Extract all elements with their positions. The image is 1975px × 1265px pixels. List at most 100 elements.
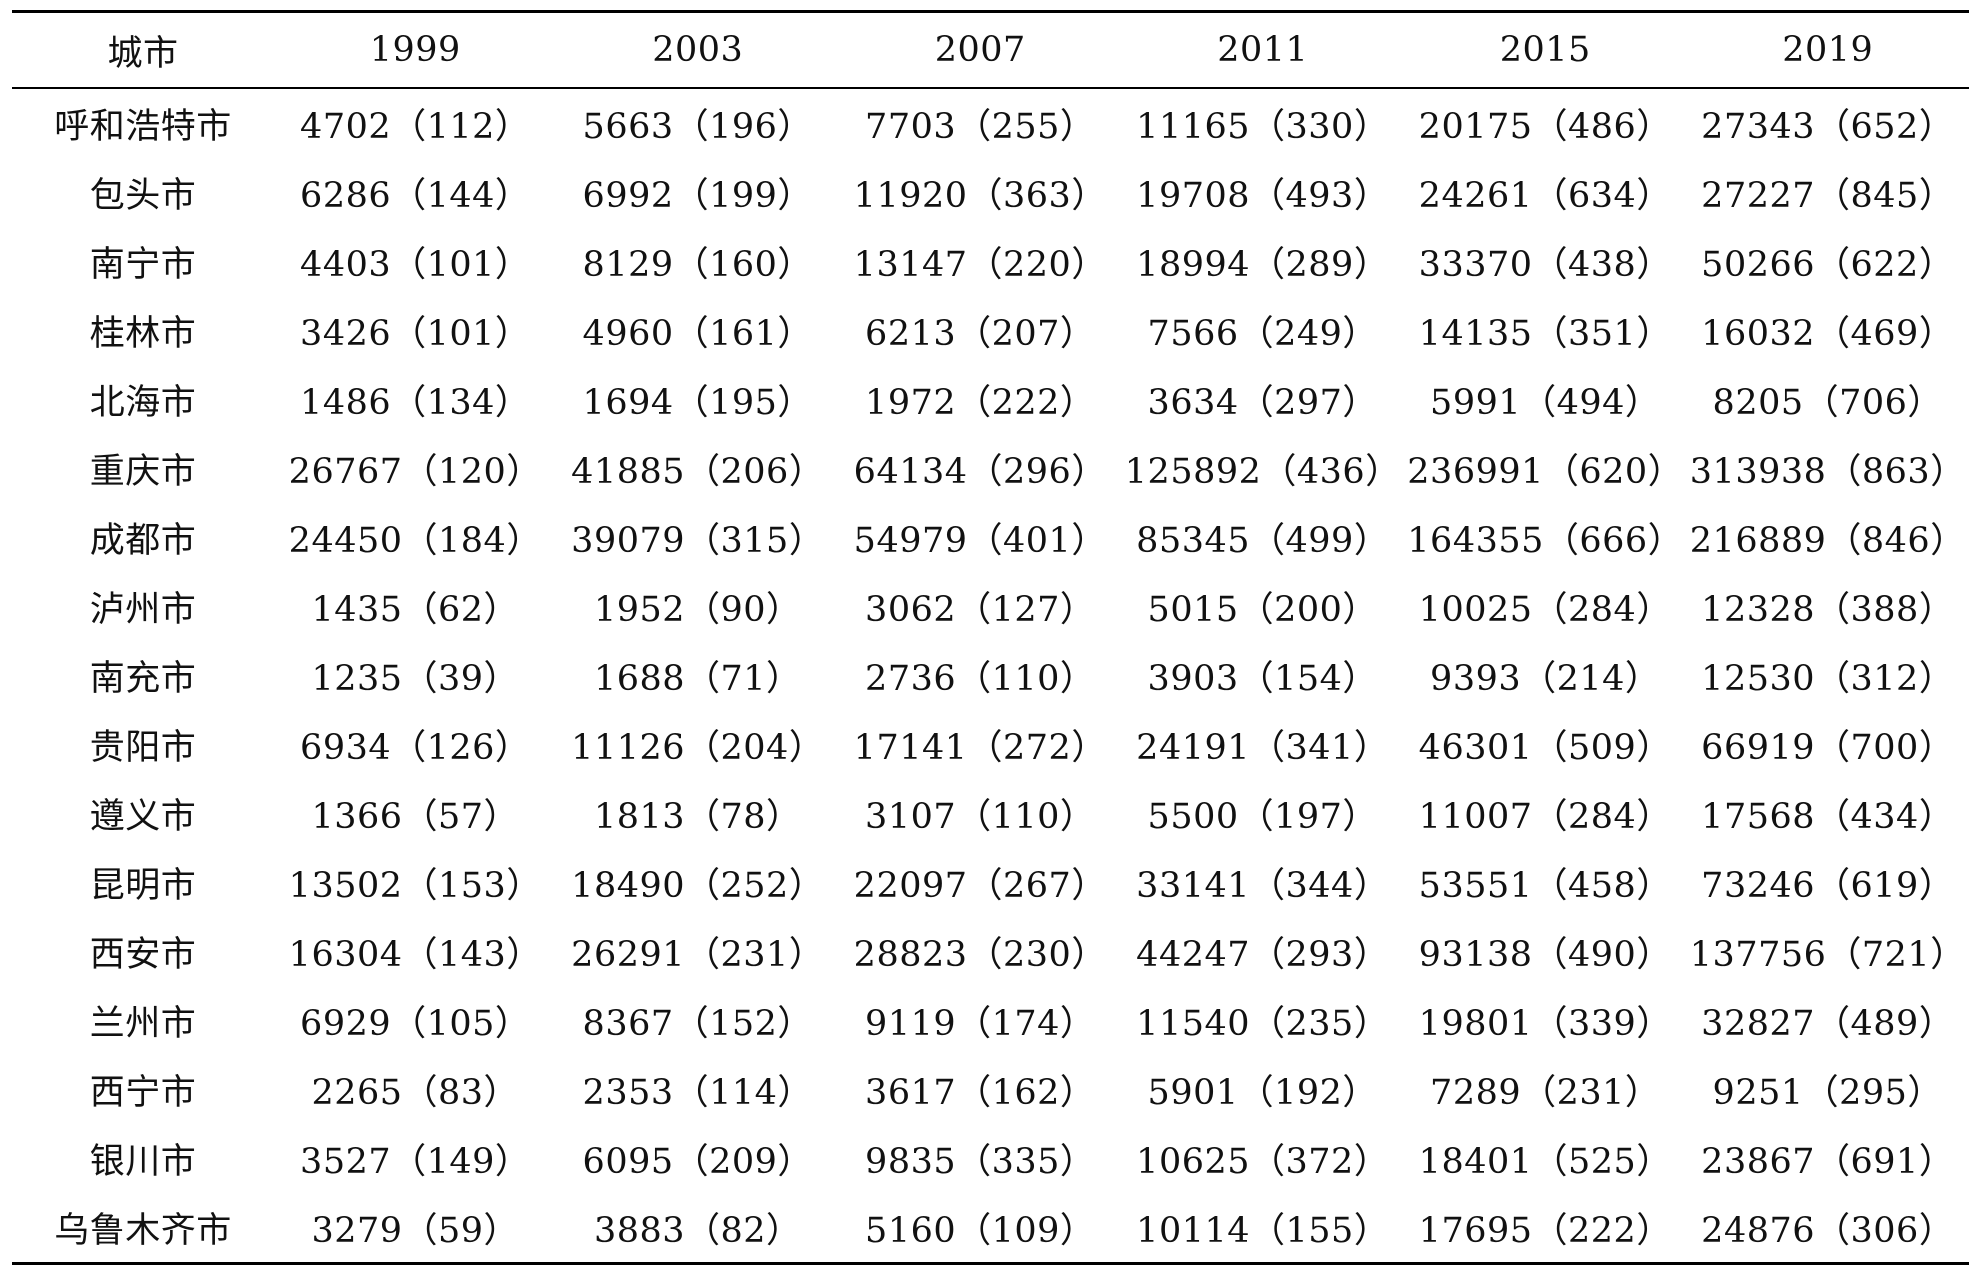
value-cell: 10025（284） [1418,590,1672,630]
header-cell-year: 1999 [369,30,461,70]
table-row: 银川市 3527（149） 6095（209） 9835（335） 10625（372）… [12,1124,1969,1193]
value-cell: 16304（143） [288,935,542,975]
value-cell: 3426（101） [300,314,531,354]
value-cell: 6286（144） [300,176,531,216]
value-cell: 24450（184） [288,521,542,561]
value-cell: 1435（62） [311,590,520,630]
value-cell: 12328（388） [1701,590,1955,630]
value-cell: 18490（252） [571,866,825,906]
value-cell: 9119（174） [865,1004,1096,1044]
value-cell: 41885（206） [571,452,825,492]
value-cell: 6929（105） [300,1004,531,1044]
header-cell-year: 2003 [652,30,744,70]
value-cell: 12530（312） [1701,659,1955,699]
value-cell: 11165（330） [1136,107,1390,147]
city-name-cell: 包头市 [89,176,197,216]
value-cell: 2265（83） [311,1073,520,1113]
value-cell: 24261（634） [1418,176,1672,216]
table-row: 西安市 16304（143） 26291（231） 28823（230） 44247（2… [12,917,1969,986]
value-cell: 18401（525） [1418,1142,1672,1182]
value-cell: 19801（339） [1418,1004,1672,1044]
value-cell: 1972（222） [865,383,1096,423]
value-cell: 17695（222） [1418,1211,1672,1251]
header-cell-year: 2019 [1782,30,1874,70]
value-cell: 10114（155） [1136,1211,1390,1251]
value-cell: 164355（666） [1407,521,1684,561]
value-cell: 19708（493） [1136,176,1390,216]
value-cell: 14135（351） [1418,314,1672,354]
value-cell: 7566（249） [1147,314,1378,354]
table-row: 贵阳市 6934（126） 11126（204） 17141（272） 24191（34… [12,710,1969,779]
value-cell: 7703（255） [865,107,1096,147]
value-cell: 3617（162） [865,1073,1096,1113]
value-cell: 125892（436） [1124,452,1401,492]
header-cell-year: 2007 [934,30,1026,70]
value-cell: 24876（306） [1701,1211,1955,1251]
city-name-cell: 重庆市 [89,452,197,492]
value-cell: 20175（486） [1418,107,1672,147]
value-cell: 5663（196） [582,107,813,147]
value-cell: 3634（297） [1147,383,1378,423]
value-cell: 33141（344） [1136,866,1390,906]
value-cell: 9835（335） [865,1142,1096,1182]
city-name-cell: 北海市 [89,383,197,423]
value-cell: 73246（619） [1701,866,1955,906]
value-cell: 32827（489） [1701,1004,1955,1044]
value-cell: 11920（363） [853,176,1107,216]
table-row: 乌鲁木齐市 3279（59） 3883（82） 5160（109） 10114（155）… [12,1193,1969,1264]
value-cell: 26767（120） [288,452,542,492]
value-cell: 1813（78） [593,797,802,837]
value-cell: 54979（401） [853,521,1107,561]
value-cell: 3903（154） [1147,659,1378,699]
value-cell: 3883（82） [593,1211,802,1251]
value-cell: 46301（509） [1418,728,1672,768]
table-row: 北海市 1486（134） 1694（195） 1972（222） 3634（297） 5… [12,365,1969,434]
city-name-cell: 银川市 [89,1142,197,1182]
value-cell: 23867（691） [1701,1142,1955,1182]
value-cell: 4403（101） [300,245,531,285]
header-cell-year: 2011 [1217,30,1309,70]
value-cell: 50266（622） [1701,245,1955,285]
value-cell: 10625（372） [1136,1142,1390,1182]
table-row: 西宁市 2265（83） 2353（114） 3617（162） 5901（192） 72… [12,1055,1969,1124]
value-cell: 11126（204） [571,728,825,768]
table-row: 呼和浩特市 4702（112） 5663（196） 7703（255） 11165（33… [12,88,1969,158]
city-name-cell: 昆明市 [89,866,197,906]
value-cell: 13147（220） [853,245,1107,285]
value-cell: 236991（620） [1407,452,1684,492]
value-cell: 3107（110） [865,797,1096,837]
value-cell: 1952（90） [593,590,802,630]
city-name-cell: 乌鲁木齐市 [54,1211,232,1251]
value-cell: 93138（490） [1418,935,1672,975]
table-row: 包头市 6286（144） 6992（199） 11920（363） 19708（493… [12,158,1969,227]
table-row: 南宁市 4403（101） 8129（160） 13147（220） 18994（289… [12,227,1969,296]
city-data-table: 城市 1999 2003 2007 2011 2015 2019 呼和浩特市 47… [12,10,1969,1265]
value-cell: 17141（272） [853,728,1107,768]
city-name-cell: 南充市 [89,659,197,699]
value-cell: 1366（57） [311,797,520,837]
value-cell: 26291（231） [571,935,825,975]
value-cell: 5015（200） [1147,590,1378,630]
value-cell: 3527（149） [300,1142,531,1182]
table-row: 泸州市 1435（62） 1952（90） 3062（127） 5015（200） 100… [12,572,1969,641]
value-cell: 137756（721） [1689,935,1966,975]
table-row: 重庆市 26767（120） 41885（206） 64134（296） 125892（… [12,434,1969,503]
value-cell: 39079（315） [571,521,825,561]
value-cell: 5160（109） [865,1211,1096,1251]
value-cell: 27343（652） [1701,107,1955,147]
value-cell: 313938（863） [1689,452,1966,492]
value-cell: 13502（153） [288,866,542,906]
city-name-cell: 遵义市 [89,797,197,837]
value-cell: 44247（293） [1136,935,1390,975]
value-cell: 22097（267） [853,866,1107,906]
city-name-cell: 西宁市 [89,1073,197,1113]
value-cell: 7289（231） [1430,1073,1661,1113]
table-row: 成都市 24450（184） 39079（315） 54979（401） 85345（4… [12,503,1969,572]
value-cell: 17568（434） [1701,797,1955,837]
table-row: 兰州市 6929（105） 8367（152） 9119（174） 11540（235）… [12,986,1969,1055]
value-cell: 8205（706） [1712,383,1943,423]
value-cell: 11540（235） [1136,1004,1390,1044]
value-cell: 16032（469） [1701,314,1955,354]
value-cell: 85345（499） [1136,521,1390,561]
value-cell: 3062（127） [865,590,1096,630]
